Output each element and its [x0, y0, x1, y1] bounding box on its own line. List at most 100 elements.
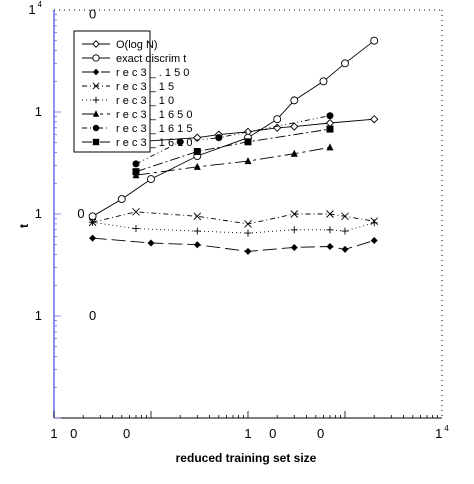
- legend-marker: [92, 96, 100, 104]
- series-line: [135, 115, 331, 165]
- data-point: [290, 226, 298, 234]
- data-point: [326, 226, 334, 234]
- x-tick-label: 1: [50, 426, 57, 441]
- legend-entry: r e c 3 _ 1 6 5 0: [82, 109, 192, 121]
- legend-label: r e c 3 _ 1 6 1 0: [116, 137, 192, 149]
- legend-entry: r e c 3 _ . 1 5 0: [82, 67, 189, 79]
- legend-marker: [92, 138, 100, 146]
- data-point: [193, 227, 201, 235]
- series-3: [89, 234, 378, 255]
- x-tick-label: 0: [317, 426, 324, 441]
- tick-marks: [53, 14, 438, 419]
- data-point: [290, 210, 299, 218]
- data-point: [132, 160, 140, 168]
- legend-marker: [92, 82, 100, 90]
- data-point: [215, 134, 223, 142]
- data-point: [326, 112, 334, 120]
- legend-label: O(log N): [116, 39, 158, 51]
- x-tick-label: 0: [70, 426, 77, 441]
- data-point: [290, 122, 299, 131]
- legend-box: [73, 30, 151, 153]
- data-point: [325, 118, 335, 128]
- series-8: [132, 125, 334, 176]
- series-5: [89, 218, 378, 237]
- x-tick-label: 0: [269, 426, 276, 441]
- legend-entry: r e c 3 _ 1 6 1 0: [82, 137, 192, 149]
- data-point: [132, 168, 140, 176]
- legend-label: r e c 3 _ 1 5: [116, 81, 174, 93]
- legend-entry: r e c 3 _ 1 5: [82, 81, 174, 93]
- data-point: [244, 157, 252, 165]
- series-group: [88, 36, 379, 255]
- data-point: [193, 162, 201, 170]
- series-line: [92, 221, 375, 234]
- data-point: [370, 115, 379, 124]
- data-point: [132, 225, 140, 233]
- series-line: [135, 128, 331, 173]
- data-point: [147, 239, 155, 247]
- data-point: [370, 219, 378, 227]
- data-point: [370, 36, 379, 45]
- series-line: [135, 146, 331, 176]
- fragment-label: 0: [77, 206, 84, 221]
- data-point: [290, 149, 298, 157]
- data-point: [319, 77, 328, 86]
- series-4: [88, 208, 379, 228]
- data-point: [89, 234, 97, 242]
- data-point: [89, 218, 97, 226]
- legend-marker: [92, 54, 100, 62]
- legend-label: r e c 3 _ 1 6 5 0: [116, 109, 192, 121]
- y-axis-title: t: [17, 224, 31, 228]
- y-tick-label: 1: [35, 206, 42, 221]
- legend: O(log N) exact discrim t r e c 3 _ . 1 5 0…: [73, 30, 192, 153]
- legend-marker: [92, 40, 100, 48]
- legend-items: O(log N) exact discrim t r e c 3 _ . 1 5 0…: [82, 39, 192, 149]
- data-point: [88, 212, 97, 221]
- data-point: [147, 175, 155, 184]
- data-point: [370, 236, 378, 244]
- x-tick-label: 0: [123, 426, 130, 441]
- legend-entry: exact discrim t: [82, 53, 186, 65]
- legend-marker: [92, 124, 100, 132]
- data-point: [176, 138, 184, 146]
- legend-marker: [92, 110, 100, 117]
- data-point: [273, 123, 282, 132]
- series-7: [132, 112, 334, 168]
- data-point: [117, 195, 126, 204]
- legend-entry: r e c 3 _ 1 0: [82, 95, 174, 107]
- data-point: [132, 208, 140, 216]
- fragment-label: 0: [89, 7, 96, 22]
- data-point: [326, 125, 334, 133]
- data-point: [326, 143, 334, 151]
- data-point: [193, 133, 202, 142]
- legend-label: r e c 3 _ 1 0: [116, 95, 174, 107]
- legend-marker: [92, 68, 100, 76]
- x-axis-title: reduced training set size: [176, 451, 317, 465]
- data-point: [273, 115, 282, 124]
- fragment-label: 0: [89, 308, 96, 323]
- data-point: [244, 220, 252, 228]
- data-point: [193, 147, 201, 155]
- y-tick-label: 1: [35, 104, 42, 119]
- legend-label: exact discrim t: [116, 53, 186, 65]
- data-point: [290, 96, 299, 105]
- data-point: [341, 59, 349, 68]
- series-line: [92, 40, 375, 217]
- legend-entry: O(log N): [82, 39, 158, 51]
- data-point: [326, 210, 334, 218]
- x-tick-label: 1: [244, 426, 251, 441]
- series-line: [92, 237, 375, 252]
- data-point: [244, 247, 252, 255]
- data-point: [326, 243, 334, 251]
- series-2: [88, 36, 379, 221]
- legend-label: r e c 3 _ . 1 5 0: [116, 67, 189, 79]
- y-tick-label: 1: [35, 308, 42, 323]
- legend-label: r e c 3 _ 1 6 1 5: [116, 123, 192, 135]
- series-6: [132, 143, 334, 179]
- data-point: [244, 229, 252, 237]
- data-point: [290, 243, 298, 251]
- legend-entry: r e c 3 _ 1 6 1 5: [82, 123, 192, 135]
- data-point: [193, 212, 202, 221]
